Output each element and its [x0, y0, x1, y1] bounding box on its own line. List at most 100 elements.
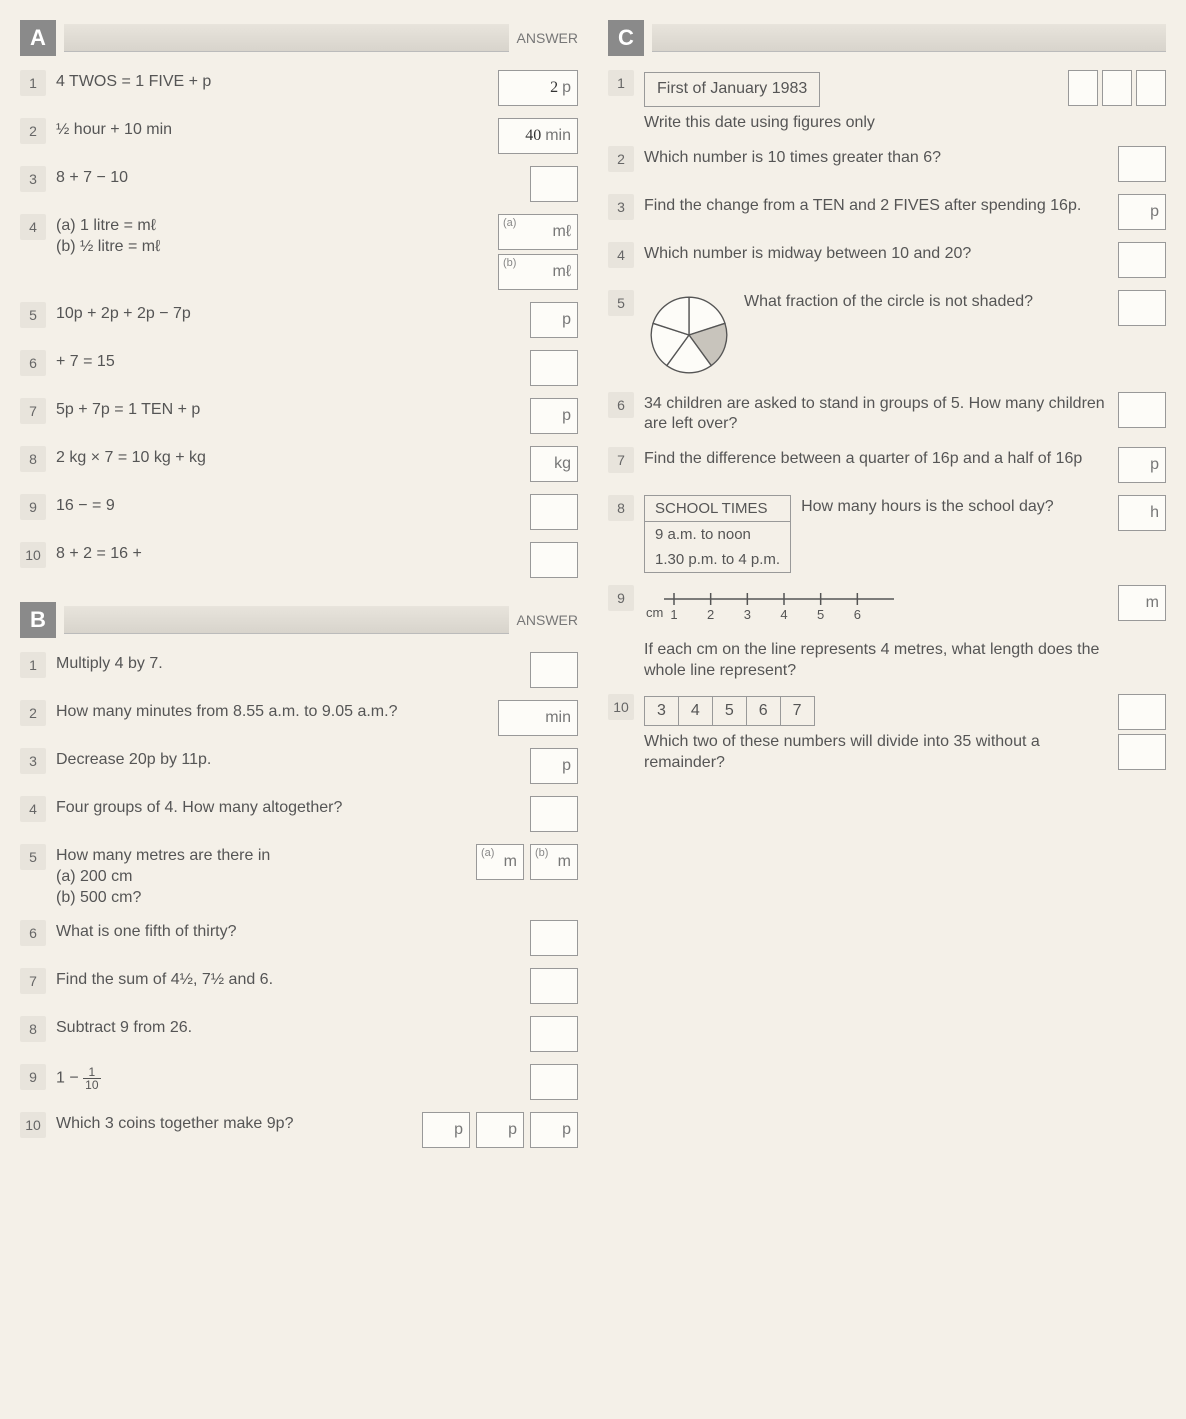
answer-box-b[interactable]: (b) mℓ [498, 254, 578, 290]
answer-box[interactable]: p [1118, 447, 1166, 483]
sublabel: (b) [503, 257, 516, 269]
answer-group: (a)m (b) m [476, 844, 578, 880]
svg-text:3: 3 [744, 607, 751, 622]
answer-box[interactable]: p [476, 1112, 524, 1148]
q-b9: 9 1 − 110 [20, 1064, 578, 1100]
unit: mℓ [553, 223, 572, 241]
answer-box[interactable]: p [530, 1112, 578, 1148]
q-a2: 2 ½ hour + 10 min 40min [20, 118, 578, 154]
unit: p [562, 757, 571, 775]
q-c6: 6 34 children are asked to stand in grou… [608, 392, 1166, 436]
answer-box[interactable] [530, 968, 578, 1004]
q-c4: 4 Which number is midway between 10 and … [608, 242, 1166, 278]
answer-box[interactable]: p [422, 1112, 470, 1148]
answer-box[interactable]: 2p [498, 70, 578, 106]
answer-box[interactable] [530, 796, 578, 832]
section-bar [64, 24, 509, 52]
q-a9: 9 16 − = 9 [20, 494, 578, 530]
answer-box[interactable] [1118, 242, 1166, 278]
qnum: 9 [20, 494, 46, 520]
answer-box[interactable]: p [530, 302, 578, 338]
strip-cell: 4 [679, 697, 713, 726]
qnum: 10 [20, 1112, 46, 1138]
answer-box[interactable]: h [1118, 495, 1166, 531]
answer-box[interactable] [530, 350, 578, 386]
q-b8: 8 Subtract 9 from 26. [20, 1016, 578, 1052]
answer-box[interactable] [530, 542, 578, 578]
unit: p [562, 79, 571, 97]
qnum: 10 [608, 694, 634, 720]
left-column: A ANSWER 1 4 TWOS = 1 FIVE + p 2p 2 ½ ho… [20, 20, 578, 1160]
unit: mℓ [553, 263, 572, 281]
qtext: What is one fifth of thirty? [56, 920, 520, 943]
sublabel: (b) [535, 847, 548, 859]
answer-box[interactable] [1068, 70, 1098, 106]
strip-cell: 5 [713, 697, 747, 726]
qnum: 5 [20, 844, 46, 870]
table-row: 9 a.m. to noon [645, 522, 790, 547]
q-b7: 7 Find the sum of 4½, 7½ and 6. [20, 968, 578, 1004]
unit: p [562, 407, 571, 425]
worksheet-page: A ANSWER 1 4 TWOS = 1 FIVE + p 2p 2 ½ ho… [20, 20, 1166, 1160]
qtext: Find the sum of 4½, 7½ and 6. [56, 968, 520, 991]
qnum: 6 [608, 392, 634, 418]
section-letter-a: A [20, 20, 56, 56]
qtext: cm123456 If each cm on the line represen… [644, 585, 1108, 681]
answer-box[interactable] [1118, 694, 1166, 730]
q-a3: 3 8 + 7 − 10 [20, 166, 578, 202]
unit: min [545, 127, 571, 145]
table-header: SCHOOL TIMES [645, 496, 790, 522]
qnum: 2 [608, 146, 634, 172]
handwritten-answer: 2 [550, 79, 558, 97]
unit: m [1146, 594, 1159, 612]
qtext: + 7 = 15 [56, 350, 520, 373]
answer-box-a[interactable]: (a)m [476, 844, 524, 880]
answer-box[interactable]: p [530, 748, 578, 784]
answer-box[interactable] [1118, 734, 1166, 770]
qtext: Find the change from a TEN and 2 FIVES a… [644, 194, 1108, 217]
q-b6: 6 What is one fifth of thirty? [20, 920, 578, 956]
qtext: Which 3 coins together make 9p? [56, 1112, 412, 1135]
answer-box[interactable]: p [530, 398, 578, 434]
qtext: Four groups of 4. How many altogether? [56, 796, 520, 819]
answer-box[interactable]: 40min [498, 118, 578, 154]
answer-box[interactable] [530, 920, 578, 956]
answer-box[interactable] [1118, 290, 1166, 326]
answer-box[interactable] [530, 166, 578, 202]
qtext: 16 − = 9 [56, 494, 520, 517]
answer-box-b[interactable]: (b) m [530, 844, 578, 880]
q-b3: 3 Decrease 20p by 11p. p [20, 748, 578, 784]
section-letter-b: B [20, 602, 56, 638]
denominator: 10 [83, 1079, 100, 1091]
qnum: 10 [20, 542, 46, 568]
qnum: 7 [20, 398, 46, 424]
answer-box[interactable] [530, 652, 578, 688]
qtext: 5p + 7p = 1 TEN + p [56, 398, 520, 421]
unit: m [558, 853, 571, 871]
q-b2: 2 How many minutes from 8.55 a.m. to 9.0… [20, 700, 578, 736]
answer-box[interactable] [1102, 70, 1132, 106]
answer-box[interactable]: m [1118, 585, 1166, 621]
qnum: 7 [20, 968, 46, 994]
instruction: Write this date using figures only [644, 113, 1058, 134]
answer-box-a[interactable]: (a)mℓ [498, 214, 578, 250]
qtext: Find the difference between a quarter of… [644, 447, 1108, 470]
answer-box[interactable] [1118, 146, 1166, 182]
unit: p [1150, 203, 1159, 221]
qnum: 1 [20, 652, 46, 678]
qtext: 2 kg × 7 = 10 kg + kg [56, 446, 520, 469]
answer-box[interactable] [1136, 70, 1166, 106]
answer-box[interactable] [530, 1016, 578, 1052]
answer-box[interactable]: kg [530, 446, 578, 482]
answer-box[interactable]: min [498, 700, 578, 736]
answer-header-label: ANSWER [517, 612, 578, 628]
section-letter-c: C [608, 20, 644, 56]
answer-box[interactable]: p [1118, 194, 1166, 230]
answer-box[interactable] [530, 494, 578, 530]
pie-chart-icon [644, 290, 734, 380]
qnum: 3 [20, 748, 46, 774]
qtext: Decrease 20p by 11p. [56, 748, 520, 771]
answer-box[interactable] [1118, 392, 1166, 428]
answer-box[interactable] [530, 1064, 578, 1100]
instruction: If each cm on the line represents 4 metr… [644, 640, 1108, 682]
